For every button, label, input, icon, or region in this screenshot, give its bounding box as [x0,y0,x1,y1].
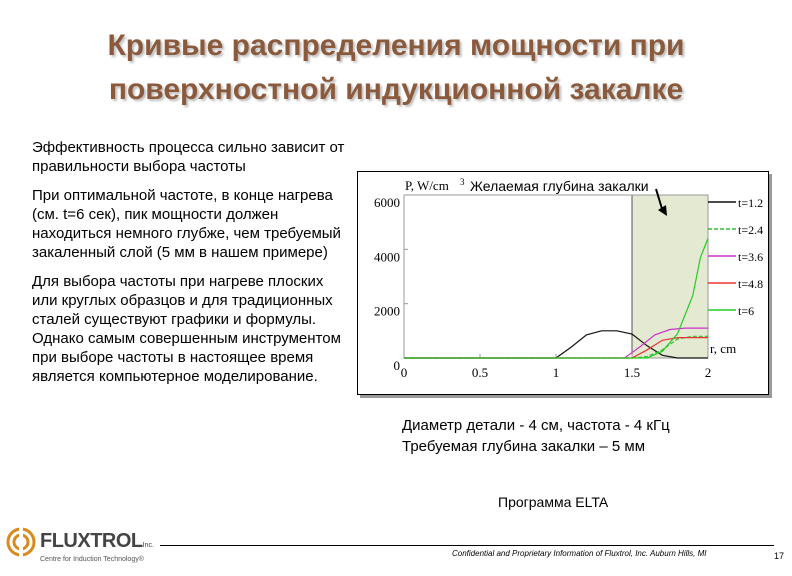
logo-word-text: FLUXTROL [40,530,143,552]
caption-line-1: Диаметр детали - 4 см, частота - 4 кГц [402,417,670,434]
slide-title: Кривые распределения мощности при поверх… [10,24,782,112]
y-axis-label-superscript: 3 [460,177,465,187]
x-axis-label: r, cm [710,341,736,356]
logo-word: FLUXTROLInc. [40,530,154,553]
series-line [404,330,708,359]
x-tick-label: 1.5 [624,365,640,380]
series-line [404,238,709,359]
annotation-arrow-head [658,205,667,216]
legend-label: t=1.2 [738,196,763,210]
fluxtrol-logo: FLUXTROLInc. Centre for Induction Techno… [6,525,156,571]
paragraph-1: Эффективность процесса сильно зависит от… [32,139,345,175]
y-tick-label: 0 [394,358,401,373]
program-label: Программа ELTA [498,494,609,510]
legend-label: t=4.8 [738,277,763,291]
caption-line-2: Требуемая глубина закалки – 5 мм [402,438,646,455]
annotation-text: Желаемая глубина закалки [470,178,649,194]
x-tick-label: 2 [705,365,712,380]
page-number: 17 [774,551,785,561]
desired-depth-region [631,194,709,359]
power-distribution-chart: 0 0.5 1 1.5 2 0 2000 4000 6000 P, W/cm 3 r, cm Желае… [374,177,763,380]
footer-text: Confidential and Proprietary Information… [452,549,707,558]
legend-label: t=3.6 [738,250,763,264]
footer-divider [160,545,774,546]
title-line-2: поверхностной индукционной закалке [108,73,684,106]
y-tick-label: 6000 [374,195,400,210]
chart-caption: Диаметр детали - 4 см, частота - 4 кГц Т… [402,415,782,457]
paragraph-3: Для выбора частоты при нагреве плоских и… [32,273,341,385]
logo-tagline: Centre for Induction Technology® [40,556,144,563]
legend-label: t=2.4 [738,223,763,237]
y-axis-label: P, W/cm [405,178,449,193]
y-tick-label: 4000 [374,249,400,264]
x-tick-label: 0.5 [472,365,488,380]
fluxtrol-logo-icon [6,527,36,557]
body-text: Эффективность процесса сильно зависит от… [32,138,350,396]
x-tick-label: 1 [553,365,560,380]
chart-frame: 0 0.5 1 1.5 2 0 2000 4000 6000 P, W/cm 3 r, cm Желае… [357,171,769,395]
y-tick-label: 2000 [374,304,400,319]
title-line-1: Кривые распределения мощности при [107,29,685,62]
x-tick-label: 0 [401,365,408,380]
legend-label: t=6 [738,304,754,318]
logo-inc: Inc. [142,542,154,549]
paragraph-2: При оптимальной частоте, в конце нагрева… [32,187,341,261]
